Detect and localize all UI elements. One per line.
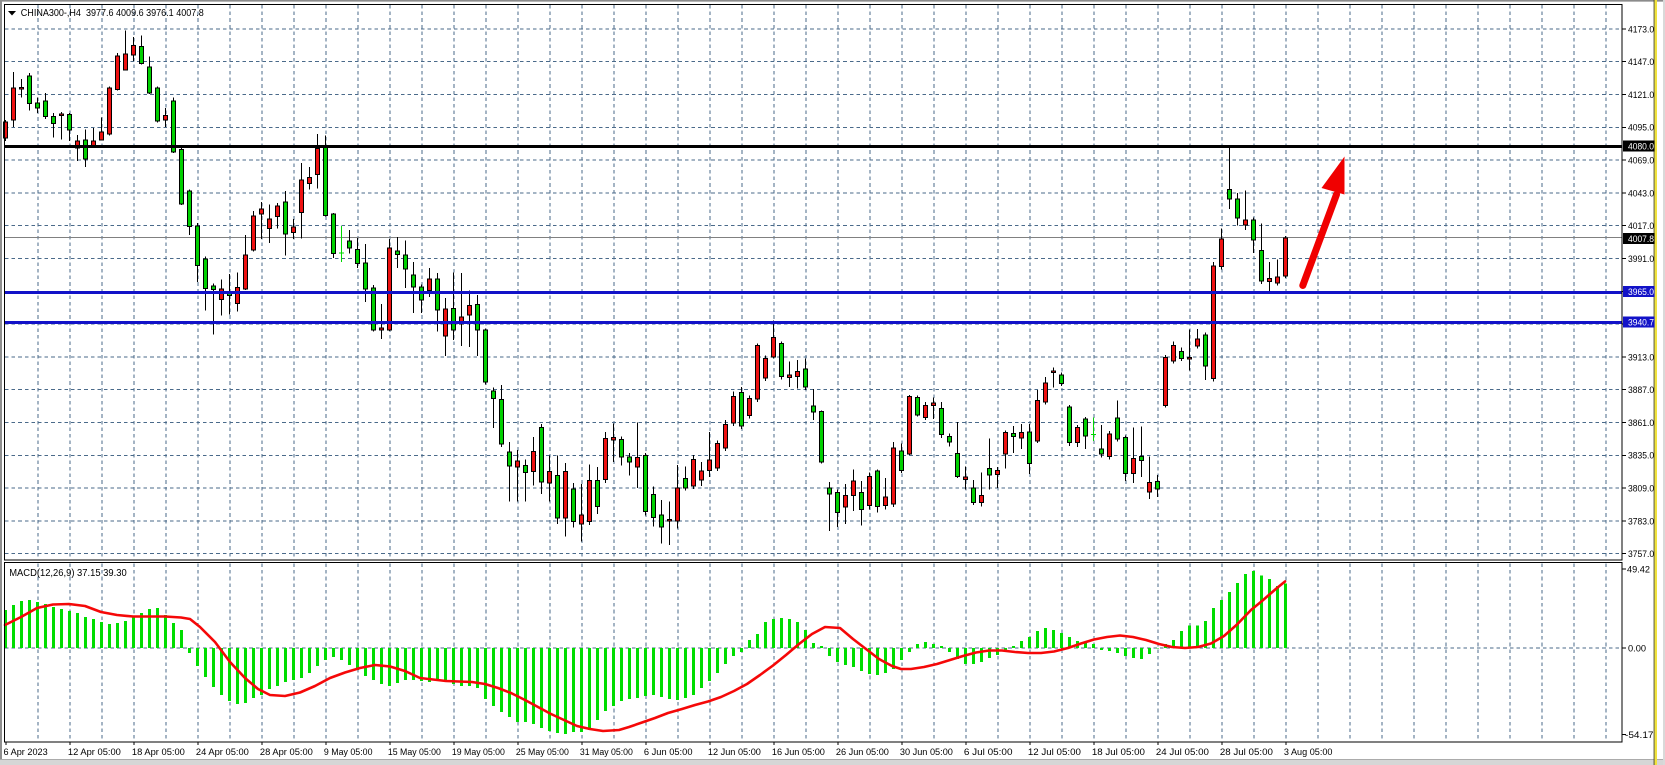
- svg-text:28 Jul 05:00: 28 Jul 05:00: [1220, 747, 1273, 758]
- svg-text:12 Jul 05:00: 12 Jul 05:00: [1028, 747, 1081, 758]
- svg-text:6 Apr 2023: 6 Apr 2023: [4, 747, 48, 758]
- svg-text:0.00: 0.00: [1628, 643, 1646, 654]
- svg-text:4043.0: 4043.0: [1628, 188, 1654, 199]
- svg-text:26 Jun 05:00: 26 Jun 05:00: [836, 747, 889, 758]
- svg-text:12 Jun 05:00: 12 Jun 05:00: [708, 747, 761, 758]
- svg-text:-54.17: -54.17: [1625, 730, 1654, 741]
- svg-text:3887.0: 3887.0: [1628, 385, 1654, 396]
- svg-text:4147.0: 4147.0: [1628, 57, 1654, 68]
- svg-text:6 Jun 05:00: 6 Jun 05:00: [644, 747, 693, 758]
- svg-text:9 May 05:00: 9 May 05:00: [324, 747, 373, 758]
- svg-text:30 Jun 05:00: 30 Jun 05:00: [900, 747, 953, 758]
- svg-text:3991.0: 3991.0: [1628, 254, 1654, 265]
- svg-text:18 Jul 05:00: 18 Jul 05:00: [1092, 747, 1145, 758]
- svg-text:3861.0: 3861.0: [1628, 418, 1654, 429]
- svg-text:4017.0: 4017.0: [1628, 221, 1654, 232]
- svg-text:3965.0: 3965.0: [1628, 287, 1654, 298]
- svg-text:18 Apr 05:00: 18 Apr 05:00: [132, 747, 185, 758]
- svg-text:3809.0: 3809.0: [1628, 484, 1654, 495]
- svg-text:24 Apr 05:00: 24 Apr 05:00: [196, 747, 249, 758]
- svg-text:3835.0: 3835.0: [1628, 451, 1654, 462]
- svg-text:3940.7: 3940.7: [1628, 317, 1654, 328]
- svg-text:3913.0: 3913.0: [1628, 352, 1654, 363]
- svg-text:12 Apr 05:00: 12 Apr 05:00: [68, 747, 121, 758]
- svg-text:6 Jul 05:00: 6 Jul 05:00: [964, 747, 1013, 758]
- svg-text:4080.0: 4080.0: [1628, 141, 1654, 152]
- svg-text:25 May 05:00: 25 May 05:00: [516, 747, 569, 758]
- svg-text:4007.8: 4007.8: [1628, 234, 1654, 245]
- svg-text:3783.0: 3783.0: [1628, 516, 1654, 527]
- svg-text:4069.0: 4069.0: [1628, 156, 1654, 167]
- svg-text:MACD(12,26,9) 37.15 39.30: MACD(12,26,9) 37.15 39.30: [9, 568, 127, 579]
- svg-text:3757.0: 3757.0: [1628, 549, 1654, 560]
- svg-text:4095.0: 4095.0: [1628, 123, 1654, 134]
- svg-text:24 Jul 05:00: 24 Jul 05:00: [1156, 747, 1209, 758]
- svg-text:4121.0: 4121.0: [1628, 90, 1654, 101]
- svg-text:CHINA300-,H4 3977.6 4009.6 39: CHINA300-,H4 3977.6 4009.6 3976.1 4007.8: [21, 8, 204, 19]
- svg-text:16 Jun 05:00: 16 Jun 05:00: [772, 747, 825, 758]
- svg-text:28 Apr 05:00: 28 Apr 05:00: [260, 747, 313, 758]
- svg-text:3 Aug 05:00: 3 Aug 05:00: [1284, 747, 1333, 758]
- svg-text:31 May 05:00: 31 May 05:00: [580, 747, 633, 758]
- svg-text:4173.0: 4173.0: [1628, 24, 1654, 35]
- svg-text:15 May 05:00: 15 May 05:00: [388, 747, 441, 758]
- svg-text:19 May 05:00: 19 May 05:00: [452, 747, 505, 758]
- svg-text:49.42: 49.42: [1627, 564, 1650, 575]
